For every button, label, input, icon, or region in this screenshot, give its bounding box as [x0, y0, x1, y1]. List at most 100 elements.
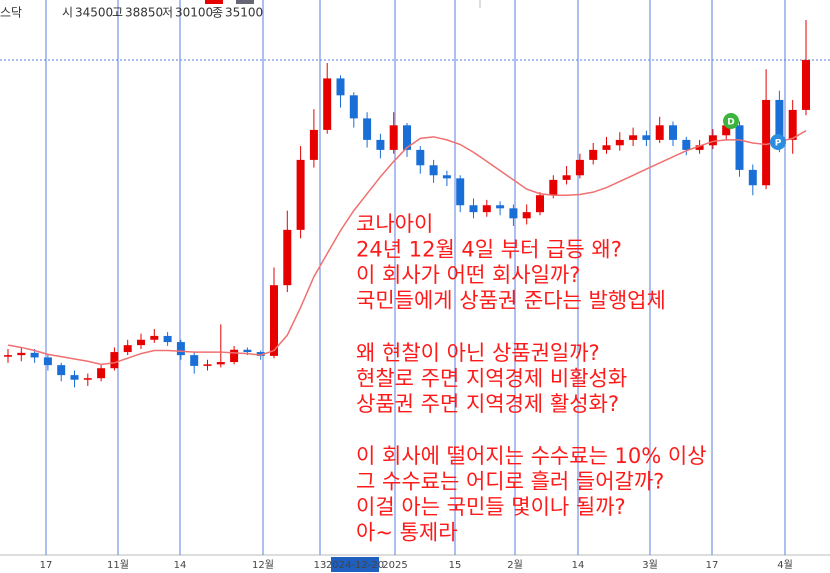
candle-body	[203, 364, 212, 366]
candle-body	[562, 175, 571, 180]
candle-body	[429, 165, 438, 176]
candle-body	[296, 159, 305, 230]
header-label: 저	[162, 6, 173, 20]
candle-body	[722, 125, 731, 136]
candle-body	[775, 99, 784, 140]
candle-body	[270, 285, 278, 356]
candle-body	[549, 179, 558, 196]
annotation-line: 국민들에게 상품권 준다는 발행업체	[356, 289, 666, 313]
annotation-line: 코나아이	[356, 212, 433, 236]
annotation-line: 왜 현찰이 아닌 상품권일까?	[356, 341, 600, 365]
x-tick-label: 14	[572, 560, 585, 571]
candle-body	[522, 212, 531, 219]
candle-body	[708, 135, 717, 146]
candle-body	[190, 355, 199, 366]
candle-body	[110, 352, 119, 369]
candle-body	[349, 95, 358, 119]
candle-body	[216, 362, 225, 365]
annotation-line: 이 회사가 어떤 회사일까?	[356, 263, 580, 287]
header-value: 30100	[175, 6, 213, 20]
x-tick-label: 12월	[252, 559, 274, 571]
candle-body	[363, 118, 372, 140]
candle-body	[83, 378, 92, 380]
annotation-line: 상품권 주면 지역경제 활성화?	[356, 392, 619, 416]
candle-body	[176, 342, 185, 356]
candle-body	[243, 349, 252, 353]
annotation-line: 24년 12월 4일 부터 급등 왜?	[356, 238, 622, 262]
candle-body	[655, 125, 664, 140]
candle-body	[695, 145, 704, 150]
candle-body	[403, 125, 411, 150]
signal-label: P	[775, 139, 782, 149]
candle-body	[509, 208, 518, 219]
candle-body	[469, 205, 478, 213]
legend-swatch	[236, 0, 254, 4]
x-tick-label: 3월	[642, 559, 658, 571]
candle-body	[762, 99, 771, 186]
annotation-line: 아~ 통제라	[356, 521, 458, 545]
header-label: 고	[112, 6, 123, 20]
x-tick-label: 2025	[382, 560, 407, 571]
signal-marker	[770, 134, 786, 150]
candle-body	[123, 345, 132, 353]
candle-body	[163, 335, 172, 343]
header-value: 38850	[125, 6, 163, 20]
candle-body	[416, 149, 425, 166]
candle-body	[70, 375, 79, 380]
candle-body	[97, 368, 106, 379]
candle-body	[669, 125, 677, 140]
header-name: 스닥	[0, 6, 22, 20]
annotation-line: 그 수수료는 어디로 흘러 들어갈까?	[356, 470, 664, 494]
candle-body	[283, 229, 292, 286]
candle-body	[30, 352, 39, 358]
candle-body	[150, 335, 159, 340]
candle-body	[629, 135, 638, 140]
x-tick-label: 17	[706, 560, 719, 571]
annotation-line: 이 회사에 떨어지는 수수료는 10% 이상	[356, 444, 707, 468]
legend-swatch	[205, 0, 223, 4]
x-tick-label: 11월	[107, 559, 129, 571]
candle-body	[575, 159, 584, 176]
signal-label: D	[727, 118, 734, 128]
x-tick-label: 14	[174, 560, 187, 571]
candle-body	[230, 349, 239, 363]
header-label: 종	[212, 6, 223, 20]
candle-body	[389, 125, 398, 150]
candle-body	[323, 78, 332, 130]
date-highlight	[331, 557, 379, 572]
candle-body	[496, 205, 505, 209]
candle-body	[589, 149, 598, 160]
annotation-line: 현찰로 주면 지역경제 비활성화	[356, 367, 627, 391]
x-tick-label: 2024-12-20	[326, 560, 384, 571]
annotation-line: 이걸 아는 국민들 몇이나 될까?	[356, 495, 626, 519]
candle-body	[137, 339, 145, 346]
candle-body	[602, 145, 611, 150]
moving-average	[7, 130, 807, 366]
x-tick-label: 13	[314, 560, 327, 571]
candle-body	[336, 78, 345, 96]
candle-body	[376, 139, 385, 150]
candle-body	[256, 352, 265, 356]
candle-body	[4, 355, 12, 357]
candle-body	[615, 139, 624, 146]
candle-body	[802, 59, 810, 110]
candle-body	[17, 352, 26, 356]
header-label: 시	[62, 6, 73, 20]
candle-body	[482, 205, 491, 213]
x-tick-label: 17	[40, 560, 53, 571]
candle-body	[748, 169, 757, 186]
x-tick-label: 15	[449, 560, 462, 571]
candle-body	[43, 357, 52, 366]
candle-body	[536, 195, 544, 213]
candle-body	[682, 139, 691, 150]
x-tick-label: 2월	[507, 559, 523, 571]
header-value: 35100	[225, 6, 263, 20]
header-value: 34500	[75, 6, 113, 20]
candle-body	[788, 109, 797, 140]
signal-marker	[723, 113, 739, 129]
x-tick-label: 4월	[777, 559, 793, 571]
candle-body	[442, 175, 451, 179]
candle-body	[57, 365, 66, 376]
